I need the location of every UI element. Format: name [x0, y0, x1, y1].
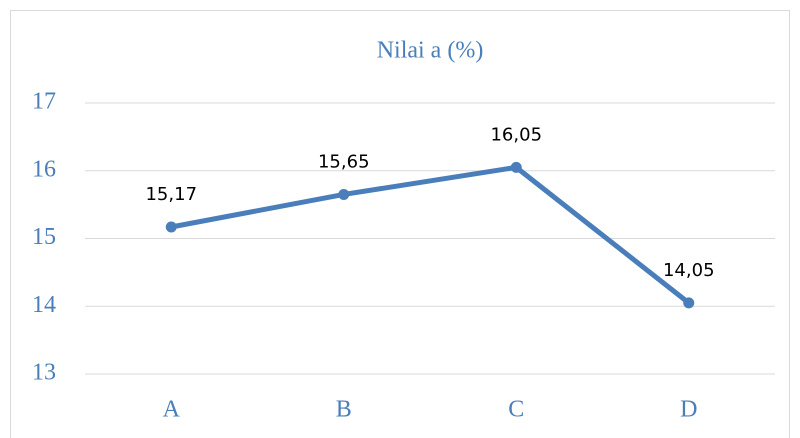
point — [338, 188, 350, 200]
y-tick-label: 16 — [32, 156, 56, 182]
x-tick-label: D — [680, 397, 697, 423]
y-tick-label: 17 — [32, 89, 56, 115]
data-label: 15,17 — [145, 184, 197, 205]
chart-title: Nilai a (%) — [377, 38, 484, 64]
data-label: 14,05 — [663, 260, 715, 281]
line — [170, 164, 691, 305]
point — [683, 297, 695, 309]
x-tick-label: C — [508, 397, 524, 423]
x-tick-label: A — [163, 397, 181, 423]
point — [510, 161, 522, 173]
y-tick-label: 14 — [32, 292, 56, 318]
data-label: 15,65 — [318, 151, 370, 172]
y-tick-label: 15 — [32, 224, 56, 250]
y-tick-label: 13 — [32, 360, 56, 386]
data-label: 16,05 — [490, 124, 542, 145]
point — [165, 221, 177, 233]
x-tick-label: B — [336, 397, 352, 423]
chart-border — [10, 10, 790, 438]
